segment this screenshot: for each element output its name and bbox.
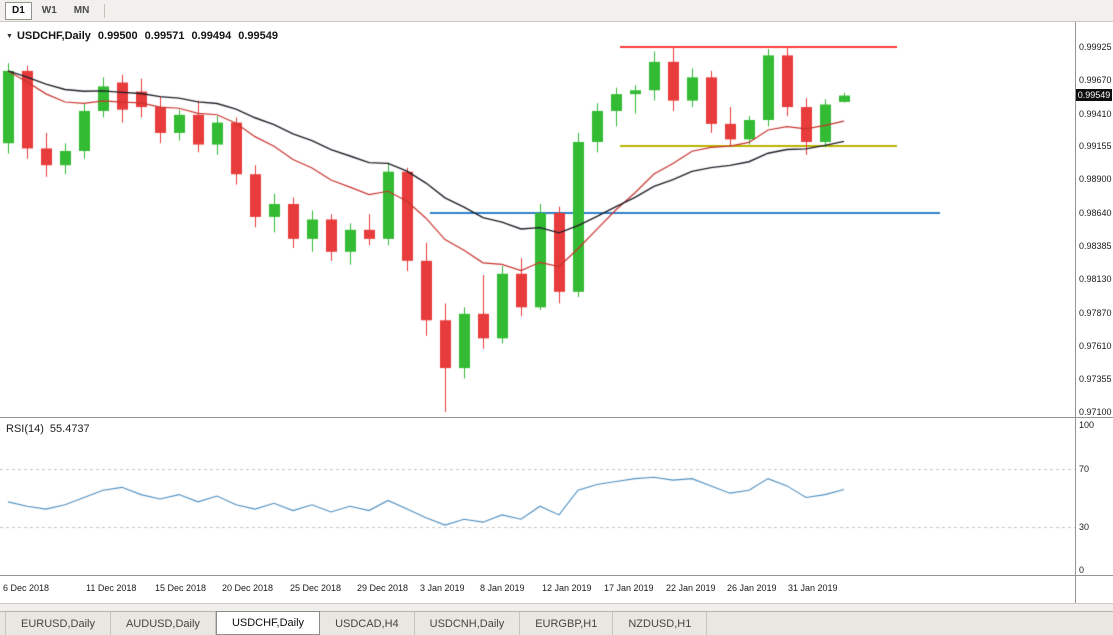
price-axis-label: 0.99410 [1079,108,1112,119]
current-price-tag: 0.99549 [1076,88,1112,101]
tab-eurusd-daily[interactable]: EURUSD,Daily [5,612,111,635]
time-axis-label: 29 Dec 2018 [357,583,409,593]
price-axis-label: 0.99155 [1079,141,1112,152]
rsi-indicator-label: RSI(14) 55.4737 [6,423,90,435]
tab-usdcad-h4[interactable]: USDCAD,H4 [320,612,415,635]
rsi-axis-label: 70 [1079,463,1090,474]
quote-close: 0.99549 [238,30,278,42]
rsi-axis-label: 100 [1079,420,1095,430]
quote-high: 0.99571 [144,30,185,42]
price-axis-label: 0.97610 [1079,341,1112,352]
tab-nzdusd-h1[interactable]: NZDUSD,H1 [613,612,708,635]
price-axis-label: 0.99670 [1079,74,1112,85]
price-axis-label: 0.98900 [1079,174,1112,185]
price-axis-label: 0.98130 [1079,273,1112,284]
time-axis-label: 31 Jan 2019 [788,583,838,593]
chart-tabs-bar: EURUSD,Daily AUDUSD,Daily USDCHF,Daily U… [0,611,1113,635]
price-axis-label: 0.97870 [1079,307,1112,318]
rsi-axis-label: 0 [1079,565,1085,575]
toolbar-separator [104,3,106,18]
time-axis-label: 3 Jan 2019 [420,583,465,593]
time-axis-label: 26 Jan 2019 [727,583,777,593]
status-strip [0,603,1113,611]
price-axis-label: 0.97100 [1079,407,1112,417]
price-axis-label: 0.97355 [1079,374,1112,385]
tab-audusd-daily[interactable]: AUDUSD,Daily [111,612,216,635]
rsi-axis-label: 30 [1079,521,1090,532]
price-axis-label: 0.98640 [1079,208,1112,219]
chart-window: ▼ USDCHF,Daily 0.99500 0.99571 0.99494 0… [0,22,1113,603]
price-axis: 0.99925 0.99670 0.99410 0.99155 0.98900 0.986… [1076,22,1113,603]
chart-header: ▼ USDCHF,Daily 0.99500 0.99571 0.99494 0… [6,30,278,42]
rsi-name: RSI(14) [6,423,44,435]
time-axis-label: 22 Jan 2019 [666,583,716,593]
rsi-timeaxis-divider [0,575,1113,576]
timeframe-w1-button[interactable]: W1 [35,2,64,20]
quote-low: 0.99494 [191,30,232,42]
time-axis-label: 6 Dec 2018 [3,583,50,593]
timeframe-mn-button[interactable]: MN [67,2,97,20]
rsi-value: 55.4737 [49,423,90,435]
rsi-chart-canvas[interactable] [0,418,1075,575]
tab-usdcnh-daily[interactable]: USDCNH,Daily [415,612,521,635]
time-axis-label: 25 Dec 2018 [290,583,342,593]
time-axis-label: 11 Dec 2018 [86,583,137,593]
price-scale-border [1075,22,1076,603]
tab-eurgbp-h1[interactable]: EURGBP,H1 [520,612,614,635]
price-axis-label: 0.98385 [1079,240,1112,251]
time-axis-label: 8 Jan 2019 [480,583,525,593]
timeframe-toolbar: D1 W1 MN [0,0,1113,22]
time-axis-label: 20 Dec 2018 [222,583,274,593]
tab-usdchf-daily[interactable]: USDCHF,Daily [215,611,321,635]
time-axis-label: 12 Jan 2019 [542,583,592,593]
price-chart-canvas[interactable] [0,22,1075,417]
timeframe-d1-button[interactable]: D1 [5,1,32,20]
time-axis-label: 15 Dec 2018 [155,583,207,593]
time-axis-label: 17 Jan 2019 [604,583,654,593]
price-rsi-divider[interactable] [0,417,1113,418]
quote-open: 0.99500 [97,30,138,42]
price-axis-label: 0.99925 [1079,42,1112,52]
symbol-dropdown-icon[interactable]: ▼ [6,32,13,40]
chart-symbol-label: USDCHF,Daily [16,30,91,42]
time-axis: 6 Dec 2018 11 Dec 2018 15 Dec 2018 20 Dec 2… [0,576,1075,603]
